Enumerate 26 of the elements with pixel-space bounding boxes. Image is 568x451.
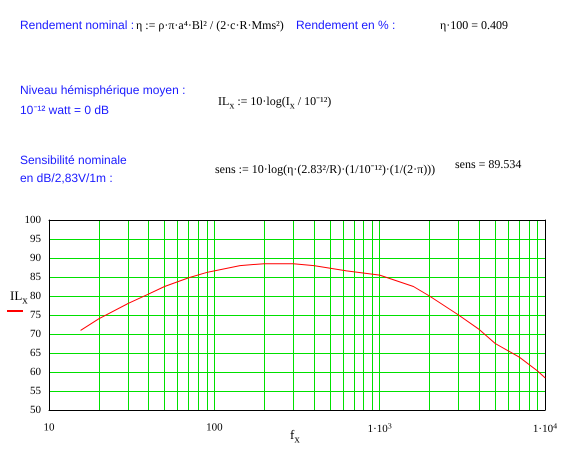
- y-tick-label: 80: [30, 290, 42, 302]
- x-tick-label: 10: [44, 422, 55, 434]
- text: Sensibilité nominale: [20, 153, 127, 167]
- text: η·100 = 0.409: [440, 18, 508, 33]
- x-tick-label: 100: [206, 422, 224, 434]
- y-tick-label: 90: [30, 252, 42, 264]
- text: sens = 89.534: [455, 157, 522, 172]
- y-tick-label: 60: [30, 366, 42, 378]
- text: Niveau hémisphérique moyen :: [20, 83, 186, 97]
- y-tick-label: 100: [24, 214, 42, 226]
- y-tick-label: 55: [30, 385, 42, 397]
- text: 10⁻¹² watt = 0 dB: [20, 102, 110, 118]
- text: sens := 10·log(η·(2.83²/R)·(1/10⁻¹²)·(1/(2·π))): [215, 161, 436, 177]
- x-axis-title: f$_{x}$: [290, 427, 300, 446]
- y-tick-label: 50: [30, 404, 42, 416]
- y-tick-label: 65: [30, 347, 42, 359]
- text: IL$_{x}$ := 10·log(I$_{x}$ / 10⁻¹²): [218, 93, 332, 112]
- y-tick-label: 70: [30, 328, 42, 340]
- text: Rendement nominal :: [20, 18, 134, 32]
- y-tick-label: 85: [30, 271, 42, 283]
- y-tick-label: 95: [30, 233, 42, 245]
- text: en dB/2,83V/1m :: [20, 171, 113, 185]
- text: η := ρ·π·a⁴·Bl² / (2·c·R·Mms²): [136, 18, 284, 33]
- text: Rendement en % :: [296, 18, 396, 32]
- y-tick-label: 75: [30, 309, 42, 321]
- y-axis-title: IL$_{x}$: [10, 288, 28, 307]
